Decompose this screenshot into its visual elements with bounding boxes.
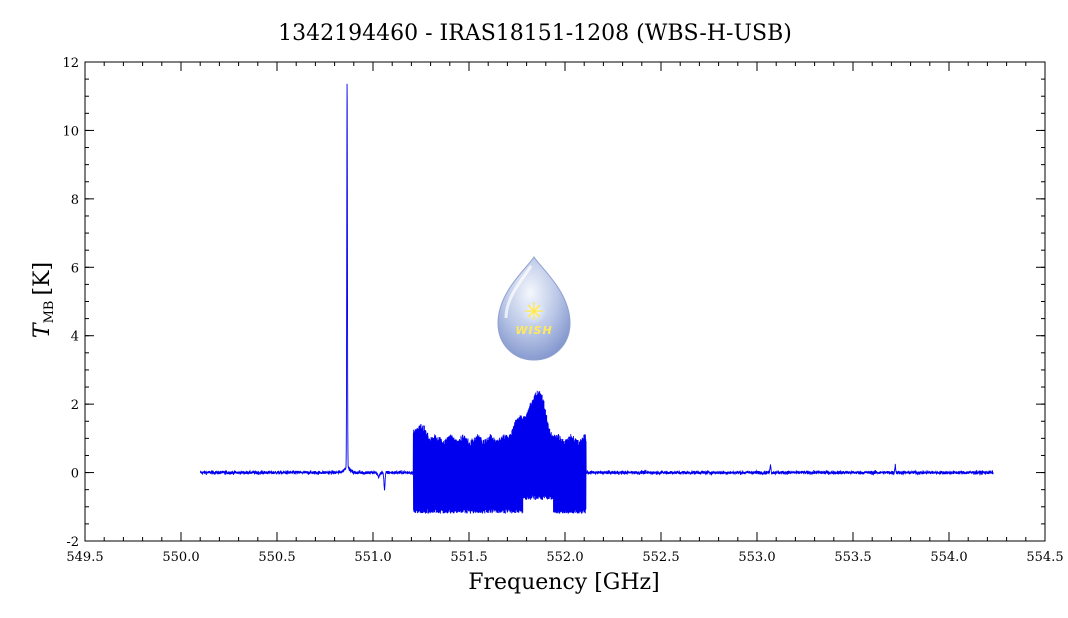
y-tick-label: 12 (62, 56, 79, 71)
spectrum-series-line (199, 83, 994, 514)
y-tick-label: 4 (71, 330, 79, 345)
star-icon (525, 302, 543, 320)
x-tick-label: 554.5 (1026, 550, 1063, 565)
y-axis-label-unit: [K] (30, 262, 55, 296)
x-tick-label: 550.0 (162, 550, 199, 565)
y-tick-label: 2 (71, 398, 79, 413)
y-tick-label: 0 (71, 467, 79, 482)
y-tick-label: -2 (66, 535, 79, 550)
series-layer (199, 83, 994, 514)
x-axis-label: Frequency [GHz] (468, 570, 660, 595)
y-axis-label: TMB [K] (30, 262, 57, 338)
wish-logo: WISH (497, 256, 571, 361)
logo-text: WISH (515, 324, 552, 337)
chart-title: 1342194460 - IRAS18151-1208 (WBS-H-USB) (278, 21, 792, 46)
y-tick-label: 8 (71, 193, 79, 208)
x-tick-label: 549.5 (66, 550, 103, 565)
y-axis-label-sub: MB (42, 301, 57, 324)
x-tick-label: 551.5 (450, 550, 487, 565)
x-tick-label: 553.5 (834, 550, 871, 565)
x-tick-label: 550.5 (258, 550, 295, 565)
y-axis-label-main: T (30, 321, 55, 338)
y-tick-label: 10 (62, 124, 79, 139)
x-tick-label: 554.0 (930, 550, 967, 565)
x-tick-label: 551.0 (354, 550, 391, 565)
ticks-layer: 549.5 550.0 550.5 551.0 551.5 552.0 552.5 553.0… (62, 56, 1063, 565)
x-tick-label: 552.0 (546, 550, 583, 565)
x-tick-label: 553.0 (738, 550, 775, 565)
x-tick-label: 552.5 (642, 550, 679, 565)
drop-highlight (504, 265, 533, 319)
y-tick-label: 6 (71, 261, 79, 276)
